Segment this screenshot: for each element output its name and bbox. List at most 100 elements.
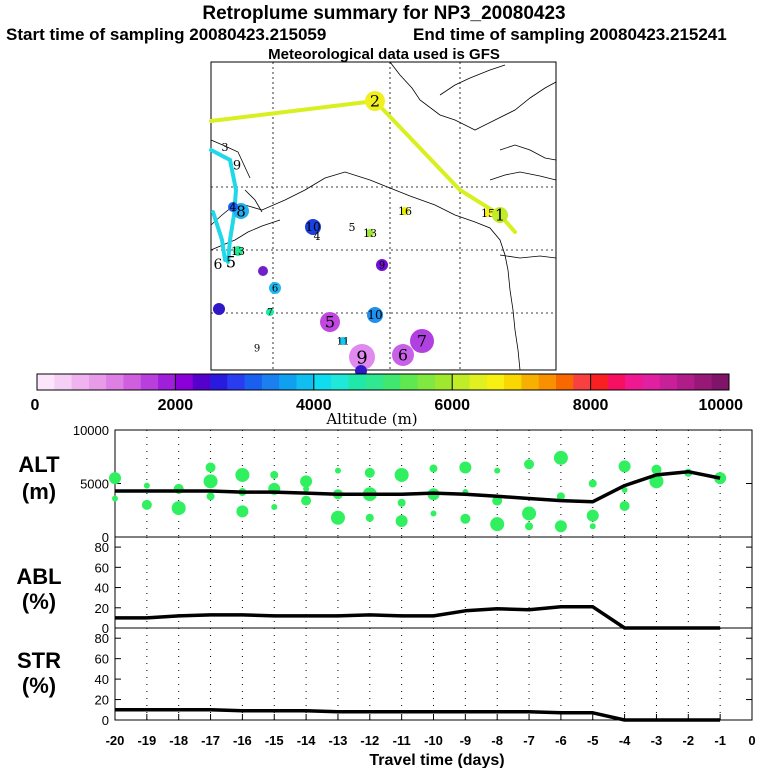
colorbar-tick-label: 6000 xyxy=(434,397,470,414)
colorbar-swatch xyxy=(434,374,453,390)
map-marker xyxy=(376,259,388,271)
map-marker-label: 7 xyxy=(267,308,273,318)
altitude-point xyxy=(206,492,215,501)
colorbar-swatch xyxy=(383,374,401,390)
map-marker xyxy=(228,202,238,212)
map-marker xyxy=(410,329,434,353)
altitude-point xyxy=(171,501,186,516)
altitude-point xyxy=(300,475,313,488)
y-tick-label: 20 xyxy=(95,601,109,616)
altitude-point xyxy=(651,464,662,475)
map-marker-label: 3 xyxy=(222,141,229,154)
x-tick-label: 0 xyxy=(748,733,755,748)
colorbar-swatch xyxy=(71,374,90,390)
altitude-point xyxy=(395,514,408,527)
colorbar-swatch xyxy=(694,374,713,390)
colorbar-swatch xyxy=(400,374,419,390)
colorbar-swatch xyxy=(331,374,349,390)
colorbar-swatch xyxy=(313,374,332,390)
colorbar-swatch xyxy=(227,374,246,390)
map-marker-label: 9 xyxy=(356,347,367,368)
map-marker-label: 10 xyxy=(305,220,320,234)
colorbar-swatch xyxy=(244,374,263,390)
str-series-line xyxy=(115,708,721,722)
abl-series-line xyxy=(115,605,721,630)
colorbar-swatch xyxy=(210,374,228,390)
colorbar-swatch xyxy=(677,374,695,390)
map-marker-label: 15 xyxy=(481,207,495,220)
x-tick-label: -15 xyxy=(265,733,284,748)
y-tick-label: 80 xyxy=(95,631,109,646)
colorbar-swatch xyxy=(88,374,107,390)
coastline xyxy=(210,61,557,371)
x-tick-label: -8 xyxy=(491,733,503,748)
altitude-point xyxy=(112,495,118,502)
x-tick-label: -18 xyxy=(169,733,188,748)
altitude-point xyxy=(714,472,727,485)
x-tick-label: -1 xyxy=(714,733,726,748)
altitude-point xyxy=(330,510,345,525)
abl-panel: 0 20 40 60 80 ABL(%) xyxy=(16,536,753,636)
y-tick-label: 80 xyxy=(95,540,109,555)
colorbar-swatch xyxy=(140,374,159,390)
x-tick-label: -17 xyxy=(201,733,220,748)
panel-ylabel: ALT xyxy=(18,452,60,477)
x-tick-label: -11 xyxy=(393,733,411,748)
y-tick-label: 40 xyxy=(95,672,109,687)
map-marker xyxy=(367,307,383,323)
colorbar-swatch xyxy=(521,374,540,390)
map-marker xyxy=(401,207,409,215)
y-tick-label: 0 xyxy=(102,713,109,728)
altitude-point xyxy=(553,450,568,465)
start-time-label: Start time of sampling 20080423.215059 xyxy=(6,25,327,44)
y-tick-label: 0 xyxy=(102,530,109,545)
altitude-point xyxy=(394,467,409,482)
altitude-point xyxy=(522,506,537,521)
map-marker xyxy=(213,303,225,315)
colorbar-tick-label: 0 xyxy=(31,397,40,414)
map-marker-label: 6 xyxy=(214,257,223,273)
colorbar-swatch xyxy=(573,374,592,390)
map-marker-label: 5 xyxy=(349,221,356,234)
altitude-point xyxy=(109,472,121,485)
panel-ylabel: STR xyxy=(17,648,61,673)
colorbar-swatch xyxy=(279,374,297,390)
altitude-point xyxy=(459,461,472,474)
colorbar-swatch xyxy=(469,374,488,390)
colorbar-swatch xyxy=(625,374,643,390)
map-marker xyxy=(339,337,347,345)
altitude-point xyxy=(143,482,150,489)
map-marker-label: 9 xyxy=(233,159,241,174)
x-tick-label: -19 xyxy=(137,733,156,748)
colorbar-swatch xyxy=(192,374,211,390)
panel-ylabel: ABL xyxy=(16,564,61,589)
altitude-point xyxy=(364,467,375,478)
altitude-point xyxy=(365,513,374,522)
colorbar-swatch xyxy=(123,374,142,390)
colorbar-swatch xyxy=(607,374,626,390)
altitude-point xyxy=(236,505,249,518)
y-tick-label: 20 xyxy=(95,693,109,708)
str-panel: 0 20 40 60 80 STR(%) xyxy=(17,627,753,728)
altitude-point xyxy=(203,474,218,489)
x-tick-label: -5 xyxy=(587,733,599,748)
map-marker xyxy=(258,266,268,276)
altitude-colorbar: 0 2000 4000 6000 8000 10000 Altitude (m) xyxy=(31,373,744,428)
y-tick-label: 40 xyxy=(95,581,109,596)
colorbar-tick-label: 10000 xyxy=(699,397,744,414)
colorbar-swatch xyxy=(296,374,315,390)
map-marker xyxy=(365,91,385,111)
x-tick-label: -14 xyxy=(297,733,317,748)
altitude-point xyxy=(554,520,567,533)
map-marker-label: 10 xyxy=(367,308,382,322)
altitude-point xyxy=(205,462,216,473)
colorbar-swatch xyxy=(261,374,280,390)
alt-panel: 0 5000 10000 ALT(m) xyxy=(18,423,753,545)
colorbar-swatch xyxy=(486,374,505,390)
map-marker xyxy=(320,312,340,332)
time-series-panels: 0500010000ALT(m)020406080ABL(%)020406080… xyxy=(16,423,755,768)
map-marker xyxy=(305,219,321,235)
